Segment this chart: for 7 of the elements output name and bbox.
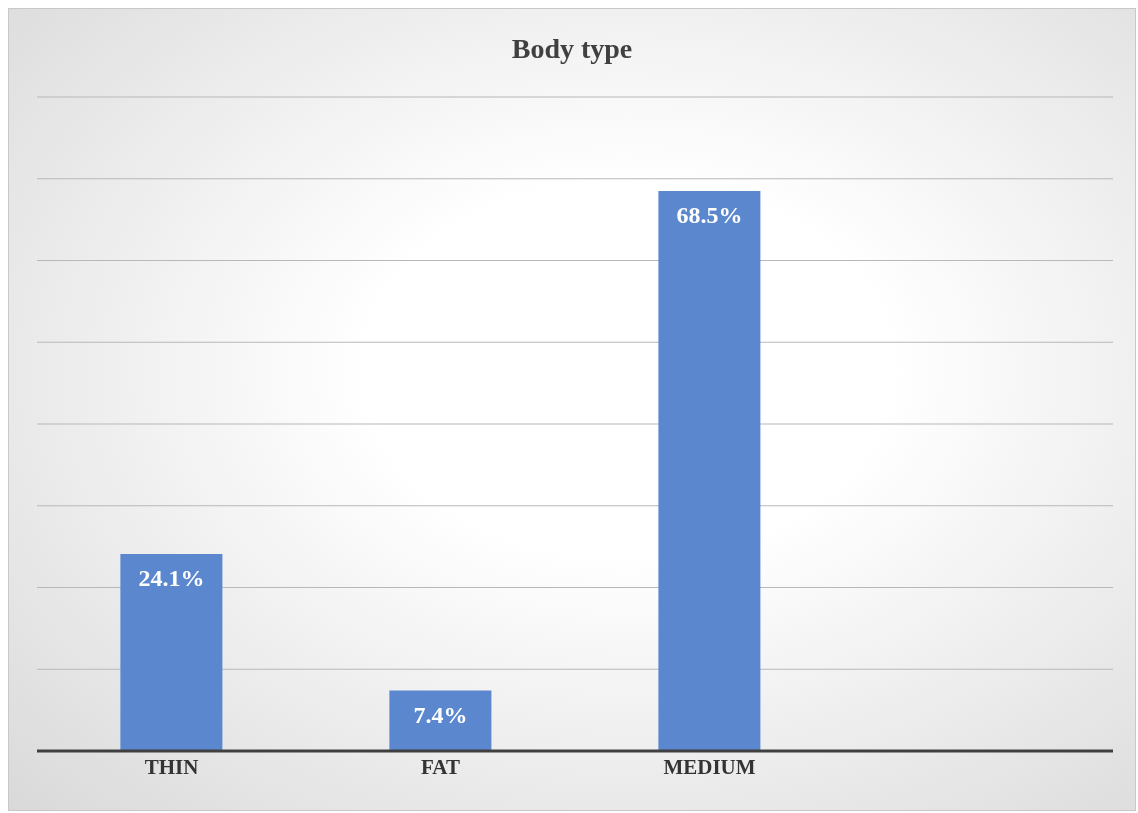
- x-tick-label: FAT: [421, 754, 460, 779]
- x-tick-label: MEDIUM: [663, 754, 756, 779]
- data-label: 68.5%: [676, 202, 743, 229]
- data-label: 24.1%: [138, 564, 205, 591]
- chart-title: Body type: [510, 32, 634, 66]
- x-tick-label: THIN: [144, 754, 199, 779]
- data-label: 7.4%: [413, 701, 468, 728]
